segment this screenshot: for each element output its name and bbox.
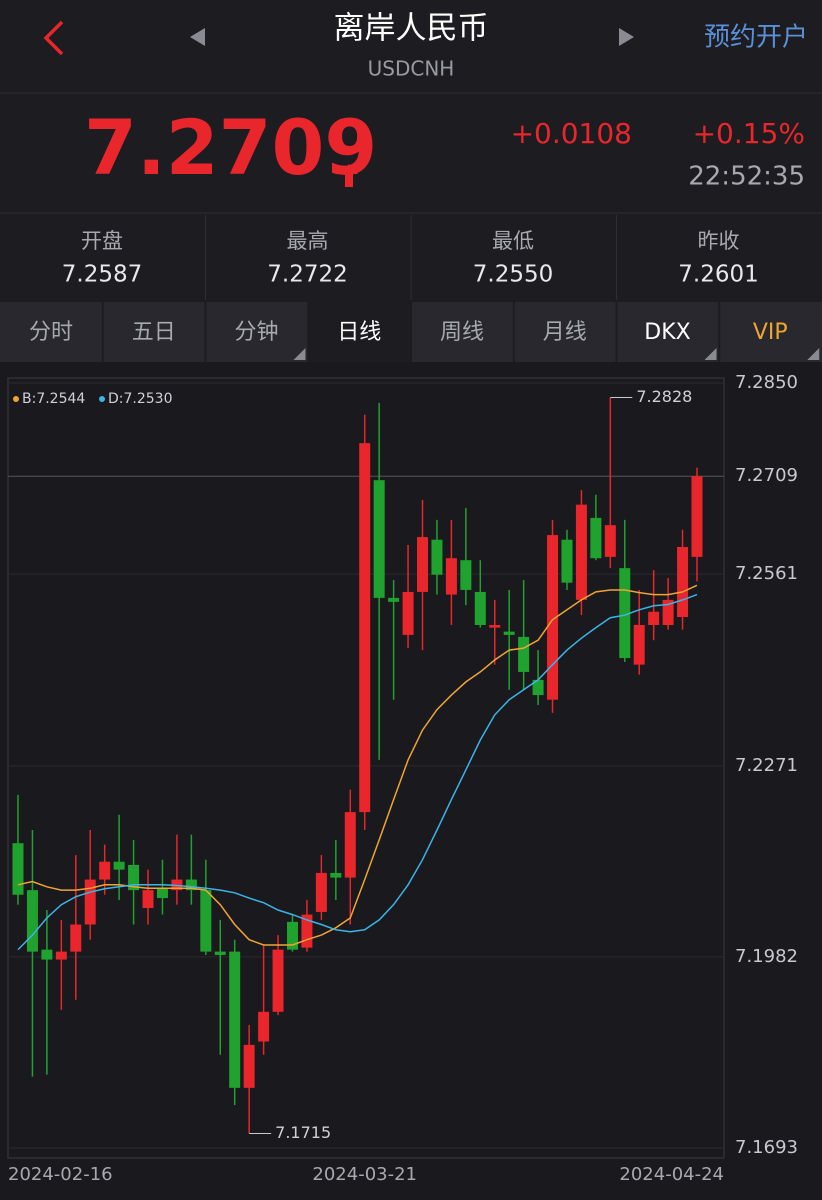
x-tick-label: 2024-04-24 (619, 1164, 724, 1185)
stat-label: 开盘 (81, 229, 123, 253)
tab[interactable]: 分时 (29, 320, 73, 345)
candle-body (445, 558, 457, 595)
next-button[interactable] (619, 28, 634, 46)
candle-body (460, 560, 472, 590)
current-price-label: 7.2709 (735, 465, 798, 486)
legend-label: B:7.2544 (22, 391, 85, 407)
y-tick-label: 7.1693 (735, 1137, 798, 1158)
tab-selected (309, 302, 411, 362)
prev-button[interactable] (190, 28, 205, 46)
stat-value: 7.2587 (62, 262, 142, 288)
time: 22:52:35 (688, 162, 805, 192)
candle-body (55, 951, 67, 960)
legend-label: D:7.2530 (108, 391, 172, 407)
candle-body (677, 546, 689, 618)
candle-body (489, 624, 501, 628)
candle-body (561, 539, 573, 583)
candle-body (99, 861, 111, 880)
candle-body (142, 890, 154, 908)
candle-body (431, 539, 443, 575)
candle-body (113, 861, 125, 870)
candle-body (185, 879, 197, 891)
annotation: 7.2828 (636, 387, 692, 406)
x-tick-label: 2024-02-16 (8, 1164, 113, 1185)
tab[interactable]: VIP (753, 320, 788, 345)
candle-body (388, 597, 400, 602)
candle-body (286, 921, 298, 950)
back-button[interactable] (43, 20, 64, 56)
candle-body (272, 949, 284, 1012)
tab-dropdown (704, 348, 717, 360)
stat-label: 最低 (492, 229, 534, 253)
chart-panel (0, 362, 822, 1200)
stat-label: 最高 (287, 229, 329, 253)
candle-body (503, 631, 515, 635)
title: 离岸人民币 (334, 11, 489, 47)
change-pct: +0.15% (693, 117, 805, 150)
price: 7.2709 (84, 103, 377, 192)
candle-body (41, 949, 53, 960)
subtitle: USDCNH (368, 57, 455, 81)
candle-body (547, 535, 559, 700)
candle-body (619, 568, 631, 659)
y-tick-label: 7.2271 (735, 755, 798, 776)
candle-body (258, 1011, 270, 1042)
candle-body (691, 476, 703, 557)
candle-body (301, 914, 313, 948)
ma-line (17, 584, 698, 946)
candle-body (26, 890, 38, 952)
candle-body (373, 480, 385, 598)
candle-body (662, 599, 674, 625)
candle-body (402, 591, 414, 635)
candle-body (12, 843, 24, 895)
legend-dot (13, 396, 19, 402)
candle-body (330, 872, 342, 878)
tab[interactable]: 分钟 (234, 320, 278, 345)
candle-body (604, 525, 616, 557)
open-account[interactable]: 预约开户 (704, 23, 808, 53)
tab[interactable]: 日线 (337, 320, 381, 345)
up-arrow (340, 164, 358, 187)
candle-body (518, 636, 530, 672)
x-tick-label: 2024-03-21 (312, 1164, 417, 1185)
plot-frame (7, 377, 725, 1159)
candle-body (633, 624, 645, 665)
candle-body (590, 517, 602, 559)
candle-body (575, 504, 587, 600)
legend-dot (99, 396, 105, 402)
candle-body (532, 679, 544, 696)
tab[interactable]: 月线 (543, 320, 587, 345)
candle-body (417, 537, 429, 592)
tab-dropdown (293, 348, 306, 360)
tab[interactable]: DKX (644, 320, 690, 345)
candle-body (128, 865, 140, 891)
candle-body (214, 951, 226, 955)
candle-body (648, 611, 660, 625)
candle-body (315, 872, 327, 912)
y-tick-label: 7.2850 (735, 372, 798, 393)
candle-body (243, 1044, 255, 1088)
stat-value: 7.2722 (267, 262, 347, 288)
y-tick-label: 7.2561 (735, 563, 798, 584)
candle-body (84, 879, 96, 925)
annotation: 7.1715 (275, 1123, 331, 1142)
change: +0.0108 (511, 117, 632, 150)
stat-label: 昨收 (698, 229, 740, 253)
stat-value: 7.2550 (473, 262, 553, 288)
candle-body (344, 812, 356, 878)
candle-body (70, 924, 82, 952)
candle-body (359, 443, 371, 813)
candle-body (200, 890, 212, 952)
candle-body (156, 888, 168, 899)
ma-line (17, 593, 698, 951)
candle-body (229, 951, 241, 1088)
candle-body (474, 591, 486, 625)
y-tick-label: 7.1982 (735, 946, 798, 967)
tab[interactable]: 周线 (440, 320, 484, 345)
tab[interactable]: 五日 (132, 320, 176, 345)
tab-dropdown (807, 348, 820, 360)
stat-value: 7.2601 (678, 262, 758, 288)
